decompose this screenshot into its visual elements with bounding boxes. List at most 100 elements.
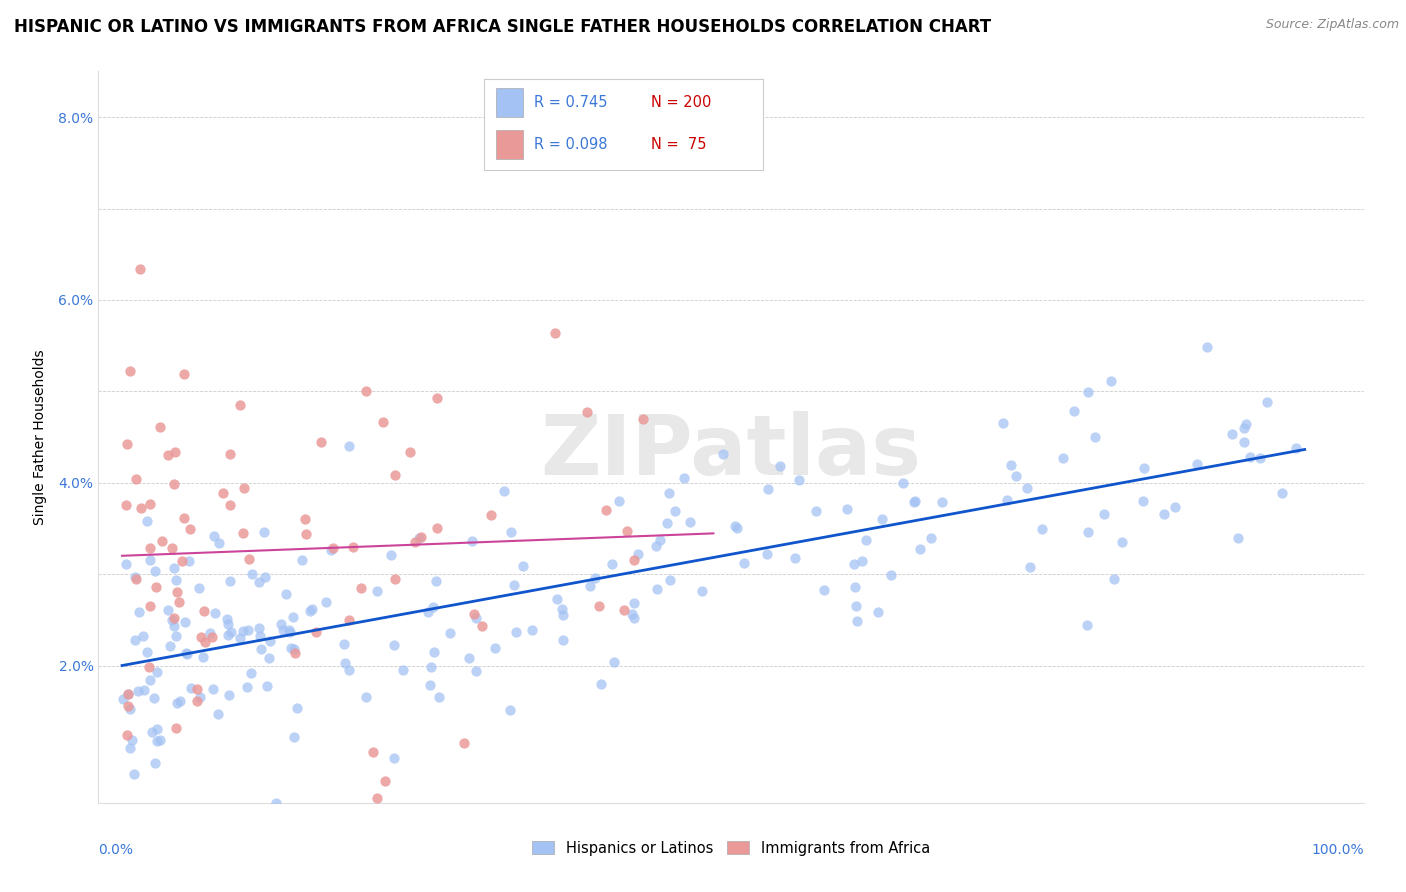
Text: Source: ZipAtlas.com: Source: ZipAtlas.com	[1265, 18, 1399, 31]
Point	[156, 448, 179, 462]
Point	[1019, 560, 1042, 574]
Point	[118, 364, 141, 378]
Point	[453, 736, 475, 750]
Legend: Hispanics or Latinos, Immigrants from Africa: Hispanics or Latinos, Immigrants from Af…	[526, 835, 936, 862]
Point	[673, 471, 696, 485]
Point	[139, 673, 162, 687]
Point	[479, 508, 502, 523]
Point	[690, 583, 713, 598]
Point	[1015, 482, 1038, 496]
Point	[997, 493, 1019, 508]
Point	[156, 603, 179, 617]
Point	[374, 774, 396, 789]
Point	[128, 605, 150, 619]
Point	[627, 548, 650, 562]
Y-axis label: Single Father Households: Single Father Households	[34, 350, 48, 524]
Point	[361, 745, 384, 759]
Point	[659, 573, 682, 587]
Point	[294, 512, 316, 526]
Point	[280, 640, 302, 655]
Point	[219, 499, 242, 513]
Point	[426, 391, 449, 405]
Point	[350, 581, 373, 595]
Point	[321, 543, 343, 558]
Point	[465, 664, 488, 678]
Point	[503, 578, 526, 592]
Point	[177, 554, 200, 568]
Point	[270, 617, 292, 632]
Point	[218, 688, 240, 702]
Point	[247, 620, 270, 634]
Point	[492, 483, 515, 498]
Point	[512, 558, 534, 573]
Point	[291, 553, 314, 567]
Text: ZIPatlas: ZIPatlas	[541, 411, 921, 492]
Point	[920, 531, 942, 545]
Point	[426, 520, 449, 534]
Point	[423, 645, 446, 659]
Point	[114, 498, 136, 512]
Point	[471, 619, 494, 633]
Point	[163, 561, 186, 575]
Point	[391, 663, 413, 677]
Point	[180, 681, 202, 695]
Point	[129, 500, 152, 515]
Point	[868, 605, 890, 619]
Point	[679, 515, 702, 529]
Point	[186, 694, 208, 708]
Point	[121, 733, 143, 747]
Text: HISPANIC OR LATINO VS IMMIGRANTS FROM AFRICA SINGLE FATHER HOUSEHOLDS CORRELATIO: HISPANIC OR LATINO VS IMMIGRANTS FROM AF…	[14, 18, 991, 36]
Point	[1092, 507, 1115, 521]
Point	[139, 497, 162, 511]
Point	[193, 604, 215, 618]
Point	[1271, 485, 1294, 500]
Point	[844, 580, 866, 594]
Point	[232, 481, 254, 495]
Point	[174, 615, 197, 629]
Point	[354, 384, 377, 398]
Point	[727, 521, 749, 535]
Point	[202, 682, 225, 697]
Point	[633, 411, 655, 425]
Point	[1084, 430, 1107, 444]
Point	[1163, 500, 1185, 515]
Point	[645, 582, 668, 596]
Point	[162, 541, 184, 555]
Point	[484, 640, 506, 655]
Point	[322, 541, 344, 555]
Point	[136, 645, 159, 659]
Point	[366, 790, 388, 805]
Point	[1233, 435, 1256, 450]
Point	[194, 635, 217, 649]
Point	[120, 740, 142, 755]
Point	[755, 548, 778, 562]
Point	[240, 666, 263, 681]
Point	[122, 766, 145, 780]
Point	[138, 659, 160, 673]
Point	[173, 367, 195, 381]
Point	[427, 690, 450, 704]
Point	[236, 623, 259, 637]
Point	[1031, 522, 1053, 536]
Point	[112, 691, 135, 706]
Point	[249, 629, 271, 643]
Point	[1285, 441, 1308, 455]
Point	[117, 687, 139, 701]
Point	[384, 572, 406, 586]
Point	[337, 439, 360, 453]
Point	[813, 582, 835, 597]
Point	[880, 567, 903, 582]
Point	[301, 601, 323, 615]
Text: 0.0%: 0.0%	[98, 843, 134, 857]
Point	[1076, 618, 1098, 632]
Point	[254, 570, 277, 584]
Point	[463, 607, 485, 622]
Point	[283, 731, 305, 745]
Point	[117, 728, 139, 742]
Point	[384, 468, 406, 483]
Point	[891, 475, 914, 490]
Point	[166, 585, 188, 599]
Point	[769, 459, 792, 474]
Point	[211, 485, 233, 500]
Point	[333, 656, 356, 670]
